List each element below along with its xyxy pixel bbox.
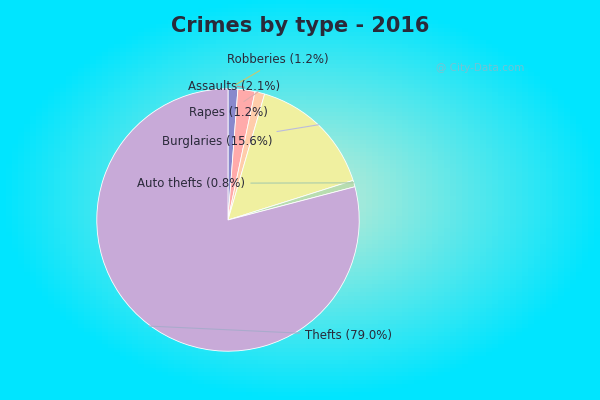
Wedge shape	[228, 180, 355, 220]
Text: Auto thefts (0.8%): Auto thefts (0.8%)	[137, 177, 354, 190]
Text: @ City-Data.com: @ City-Data.com	[436, 63, 524, 73]
Wedge shape	[228, 89, 238, 220]
Text: Burglaries (15.6%): Burglaries (15.6%)	[162, 125, 319, 148]
Text: Thefts (79.0%): Thefts (79.0%)	[149, 326, 392, 342]
Text: Rapes (1.2%): Rapes (1.2%)	[188, 92, 268, 119]
Wedge shape	[228, 89, 255, 220]
Text: Assaults (2.1%): Assaults (2.1%)	[188, 80, 281, 93]
Wedge shape	[97, 89, 359, 351]
Wedge shape	[228, 94, 353, 220]
Wedge shape	[228, 92, 265, 220]
Text: Crimes by type - 2016: Crimes by type - 2016	[171, 16, 429, 36]
Text: Robberies (1.2%): Robberies (1.2%)	[227, 54, 329, 85]
